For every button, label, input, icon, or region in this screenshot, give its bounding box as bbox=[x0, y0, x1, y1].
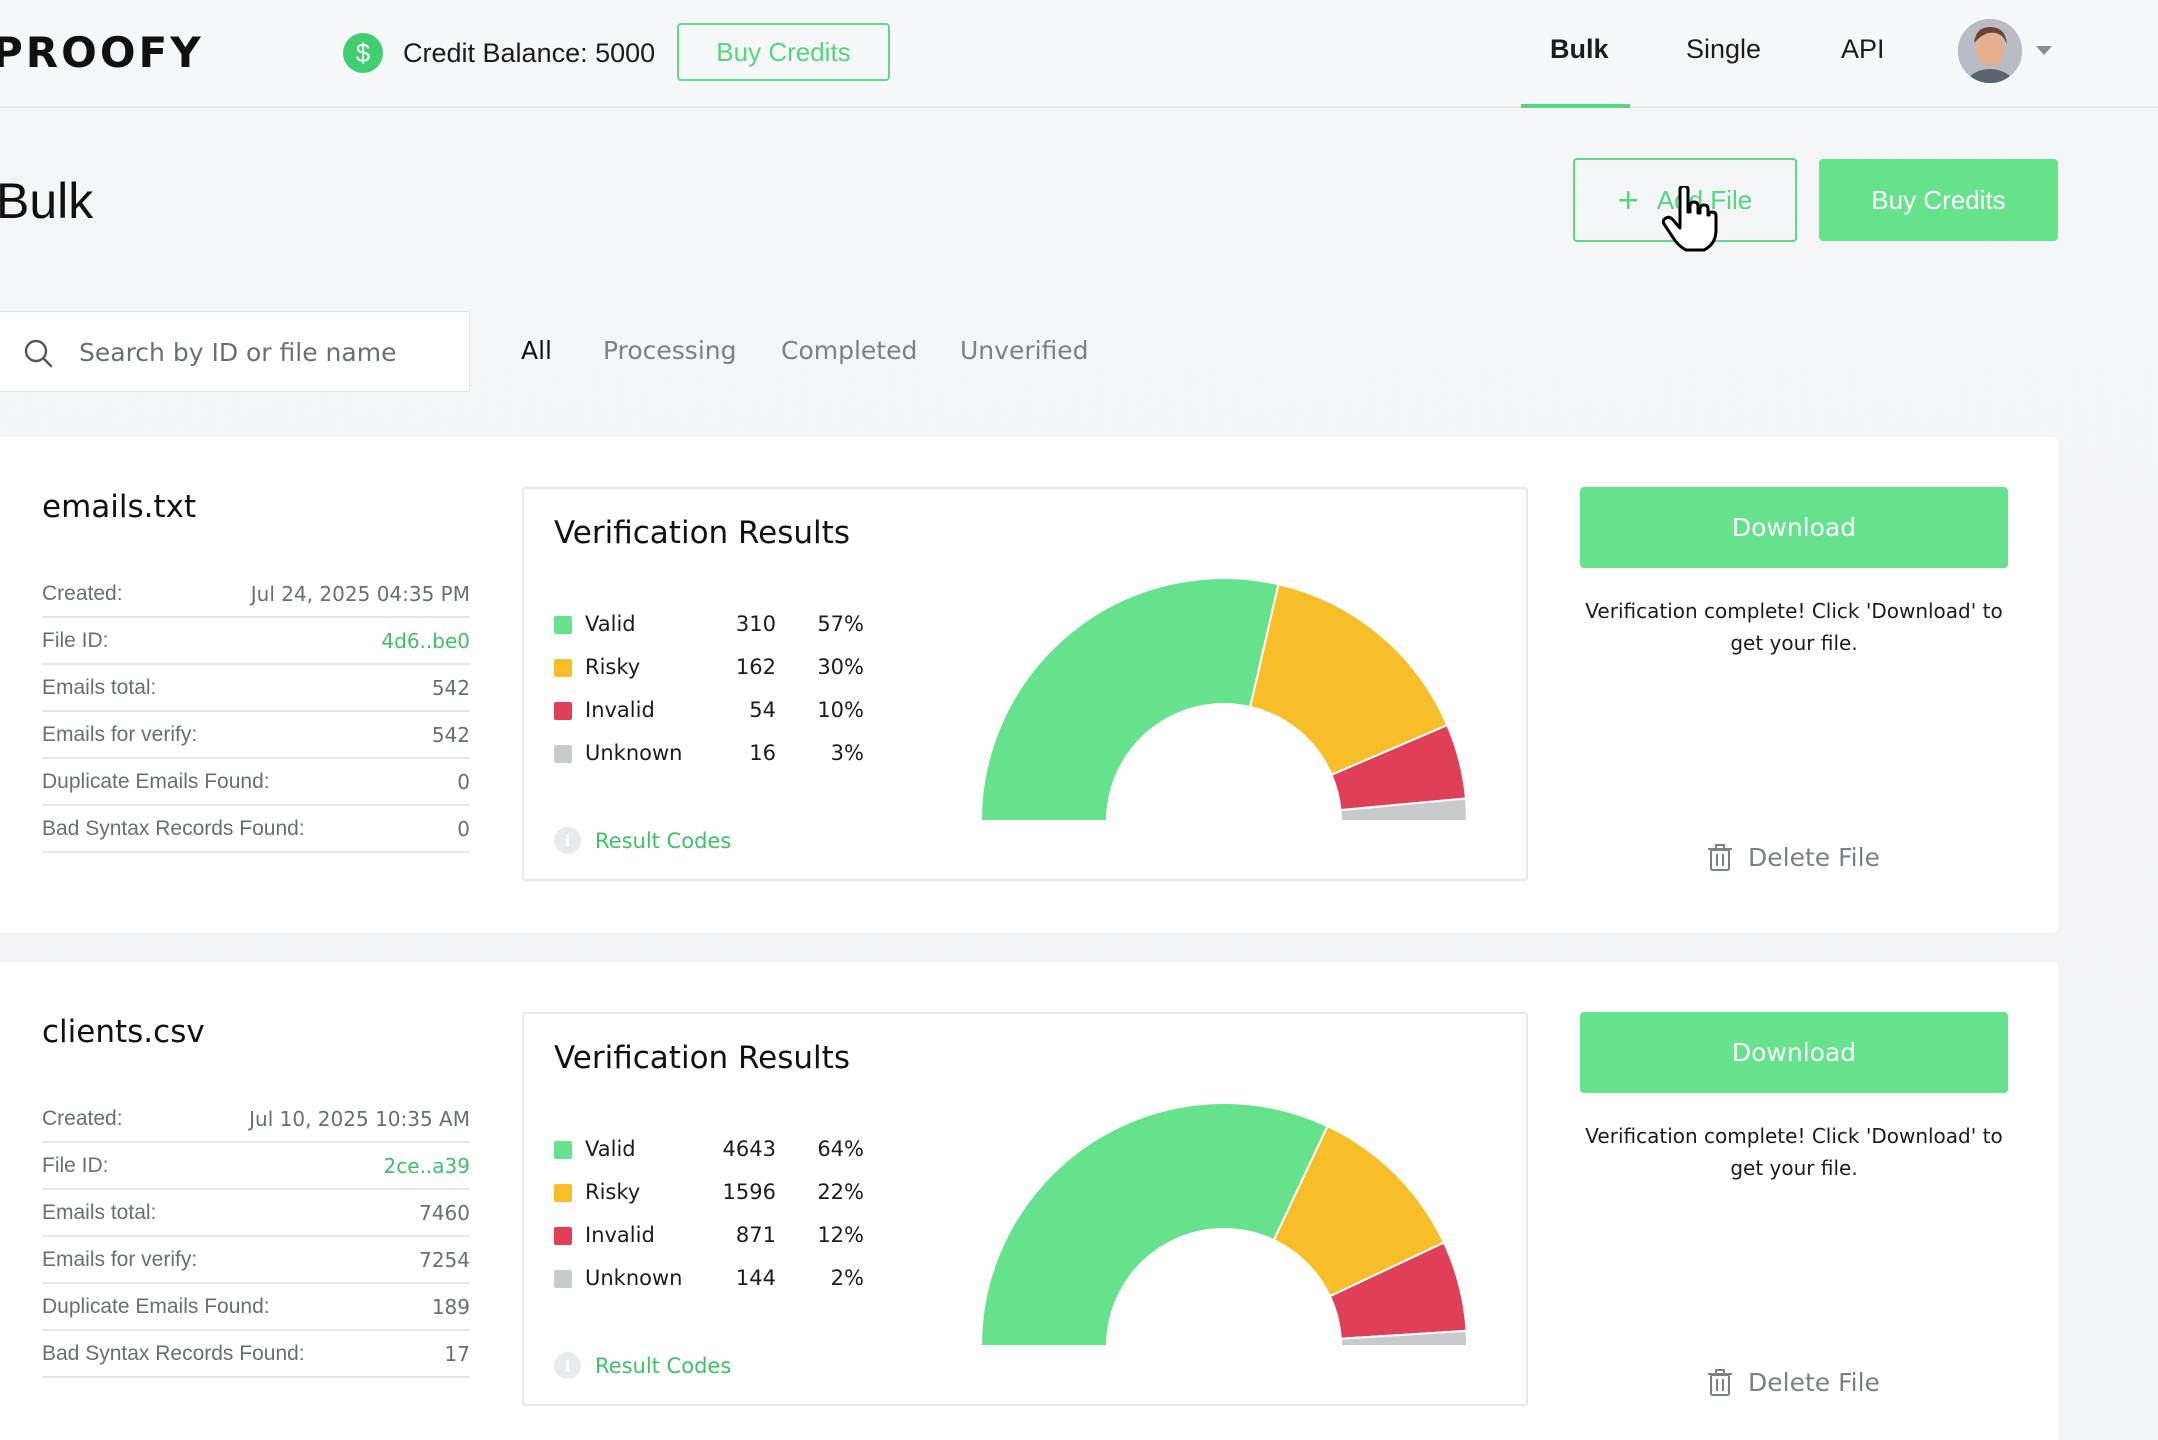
search-box[interactable] bbox=[0, 311, 470, 392]
verification-complete-message: Verification complete! Click 'Download' … bbox=[1585, 1124, 2003, 1180]
meta-duplicates: Duplicate Emails Found: 0 bbox=[42, 759, 470, 806]
tab-processing[interactable]: Processing bbox=[603, 336, 737, 365]
chevron-down-icon[interactable] bbox=[2036, 46, 2052, 55]
meta-emails-for-verify: Emails for verify: 7254 bbox=[42, 1237, 470, 1284]
credit-balance: $ Credit Balance: 5000 bbox=[343, 33, 655, 73]
credit-balance-text: Credit Balance: 5000 bbox=[403, 37, 656, 68]
gauge-segment-unknown bbox=[1339, 1329, 1469, 1347]
results-title: Verification Results bbox=[554, 1040, 850, 1076]
logo[interactable]: PROOFY bbox=[0, 28, 204, 77]
nav-api[interactable]: API bbox=[1841, 34, 1885, 64]
file-meta: Created: Jul 10, 2025 10:35 AM File ID: 2c… bbox=[42, 1096, 470, 1378]
legend-invalid: Invalid 54 10% bbox=[554, 698, 894, 741]
meta-emails-for-verify: Emails for verify: 542 bbox=[42, 712, 470, 759]
nav-active-indicator bbox=[1521, 104, 1630, 108]
nav-single[interactable]: Single bbox=[1686, 34, 1762, 64]
download-button[interactable]: Download bbox=[1580, 487, 2008, 568]
legend-risky: Risky 162 30% bbox=[554, 655, 894, 698]
legend-valid: Valid 310 57% bbox=[554, 612, 894, 655]
meta-file-id: File ID: 4d6..be0 bbox=[42, 618, 470, 665]
file-id-link[interactable]: 4d6..be0 bbox=[381, 628, 470, 653]
file-name: emails.txt bbox=[42, 489, 197, 525]
verification-results: Verification Results Valid 310 57% Risky 16… bbox=[522, 487, 1528, 881]
meta-created: Created: Jul 10, 2025 10:35 AM bbox=[42, 1096, 470, 1143]
result-codes-link[interactable]: i Result Codes bbox=[554, 1352, 731, 1379]
tab-all[interactable]: All bbox=[521, 336, 552, 365]
gauge-segment-risky bbox=[1249, 582, 1449, 777]
results-gauge-chart bbox=[979, 577, 1469, 822]
gauge-segment-unknown bbox=[1339, 797, 1469, 822]
info-icon: i bbox=[554, 1352, 581, 1379]
tab-unverified[interactable]: Unverified bbox=[960, 336, 1089, 365]
meta-duplicates: Duplicate Emails Found: 189 bbox=[42, 1284, 470, 1331]
legend-unknown: Unknown 144 2% bbox=[554, 1266, 894, 1309]
trash-icon bbox=[1708, 843, 1732, 871]
results-legend: Valid 4643 64% Risky 1596 22% Invalid 871 12% … bbox=[554, 1137, 894, 1309]
search-input[interactable] bbox=[79, 332, 459, 372]
gauge-segment-valid bbox=[979, 577, 1280, 822]
dollar-icon: $ bbox=[343, 33, 383, 73]
meta-created: Created: Jul 24, 2025 04:35 PM bbox=[42, 571, 470, 618]
header-buy-credits-button[interactable]: Buy Credits bbox=[677, 23, 890, 81]
legend-invalid: Invalid 871 12% bbox=[554, 1223, 894, 1266]
legend-risky: Risky 1596 22% bbox=[554, 1180, 894, 1223]
plus-icon: + bbox=[1617, 179, 1639, 220]
results-legend: Valid 310 57% Risky 162 30% Invalid 54 10% Unk… bbox=[554, 612, 894, 784]
info-icon: i bbox=[554, 827, 581, 854]
meta-bad-syntax: Bad Syntax Records Found: 0 bbox=[42, 806, 470, 853]
hand-cursor-icon bbox=[1662, 186, 1718, 252]
file-card: emails.txt Created: Jul 24, 2025 04:35 PM… bbox=[0, 437, 2058, 933]
meta-bad-syntax: Bad Syntax Records Found: 17 bbox=[42, 1331, 470, 1378]
gauge-segment-valid bbox=[979, 1102, 1329, 1347]
legend-valid: Valid 4643 64% bbox=[554, 1137, 894, 1180]
nav-bulk[interactable]: Bulk bbox=[1550, 34, 1609, 64]
meta-emails-total: Emails total: 7460 bbox=[42, 1190, 470, 1237]
result-codes-link[interactable]: i Result Codes bbox=[554, 827, 731, 854]
buy-credits-button[interactable]: Buy Credits bbox=[1819, 159, 2058, 241]
search-icon bbox=[24, 339, 53, 368]
avatar[interactable] bbox=[1958, 19, 2022, 83]
download-button[interactable]: Download bbox=[1580, 1012, 2008, 1093]
page-title: Bulk bbox=[0, 173, 94, 229]
delete-file-button[interactable]: Delete File bbox=[1708, 1368, 1880, 1397]
file-card: clients.csv Created: Jul 10, 2025 10:35 A… bbox=[0, 962, 2058, 1440]
legend-unknown: Unknown 16 3% bbox=[554, 741, 894, 784]
results-title: Verification Results bbox=[554, 515, 850, 551]
verification-complete-message: Verification complete! Click 'Download' … bbox=[1585, 599, 2003, 655]
meta-emails-total: Emails total: 542 bbox=[42, 665, 470, 712]
meta-file-id: File ID: 2ce..a39 bbox=[42, 1143, 470, 1190]
delete-file-button[interactable]: Delete File bbox=[1708, 843, 1880, 872]
trash-icon bbox=[1708, 1368, 1732, 1396]
verification-results: Verification Results Valid 4643 64% Risky 1… bbox=[522, 1012, 1528, 1406]
tab-completed[interactable]: Completed bbox=[781, 336, 918, 365]
file-meta: Created: Jul 24, 2025 04:35 PM File ID: 4d… bbox=[42, 571, 470, 853]
top-header: PROOFY $ Credit Balance: 5000 Buy Credit… bbox=[0, 0, 2158, 108]
results-gauge-chart bbox=[979, 1102, 1469, 1347]
file-id-link[interactable]: 2ce..a39 bbox=[383, 1153, 470, 1178]
file-name: clients.csv bbox=[42, 1014, 205, 1050]
